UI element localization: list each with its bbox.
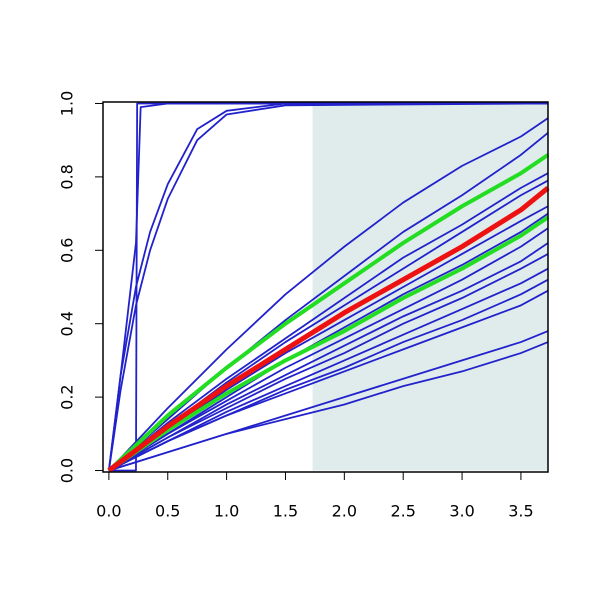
cdf-line bbox=[108, 267, 549, 472]
plot-box bbox=[102, 101, 549, 473]
cdf-line bbox=[108, 117, 549, 472]
cdf-line bbox=[107, 102, 548, 471]
cdf-line bbox=[107, 215, 550, 473]
cdf-line bbox=[108, 172, 549, 472]
cdf-line bbox=[108, 212, 549, 472]
cdf-line bbox=[108, 341, 549, 472]
x-tick-label: 1.5 bbox=[273, 502, 298, 521]
cdf-line bbox=[108, 242, 549, 472]
y-tick-label: 0.6 bbox=[58, 238, 77, 263]
cdf-line bbox=[107, 153, 550, 472]
cdf-line bbox=[108, 253, 549, 472]
x-tick-label: 2.5 bbox=[390, 502, 415, 521]
y-tick-label: 1.0 bbox=[58, 91, 77, 116]
x-tick-label: 3.0 bbox=[449, 502, 474, 521]
x-tick-label: 2.0 bbox=[332, 502, 357, 521]
x-tick-label: 3.5 bbox=[508, 502, 533, 521]
x-tick-label: 0.5 bbox=[155, 502, 180, 521]
x-tick-label: 1.0 bbox=[214, 502, 239, 521]
y-tick-label: 0.8 bbox=[58, 164, 77, 189]
cdf-line bbox=[108, 289, 549, 472]
x-tick-label: 0.0 bbox=[96, 502, 121, 521]
y-tick-label: 0.2 bbox=[58, 384, 77, 409]
cdf-line bbox=[107, 102, 549, 471]
shaded-region bbox=[312, 103, 548, 471]
cdf-line bbox=[107, 185, 550, 473]
y-tick-label: 0.4 bbox=[58, 311, 77, 336]
cdf-line bbox=[108, 227, 549, 472]
y-tick-label: 0.0 bbox=[58, 458, 77, 483]
